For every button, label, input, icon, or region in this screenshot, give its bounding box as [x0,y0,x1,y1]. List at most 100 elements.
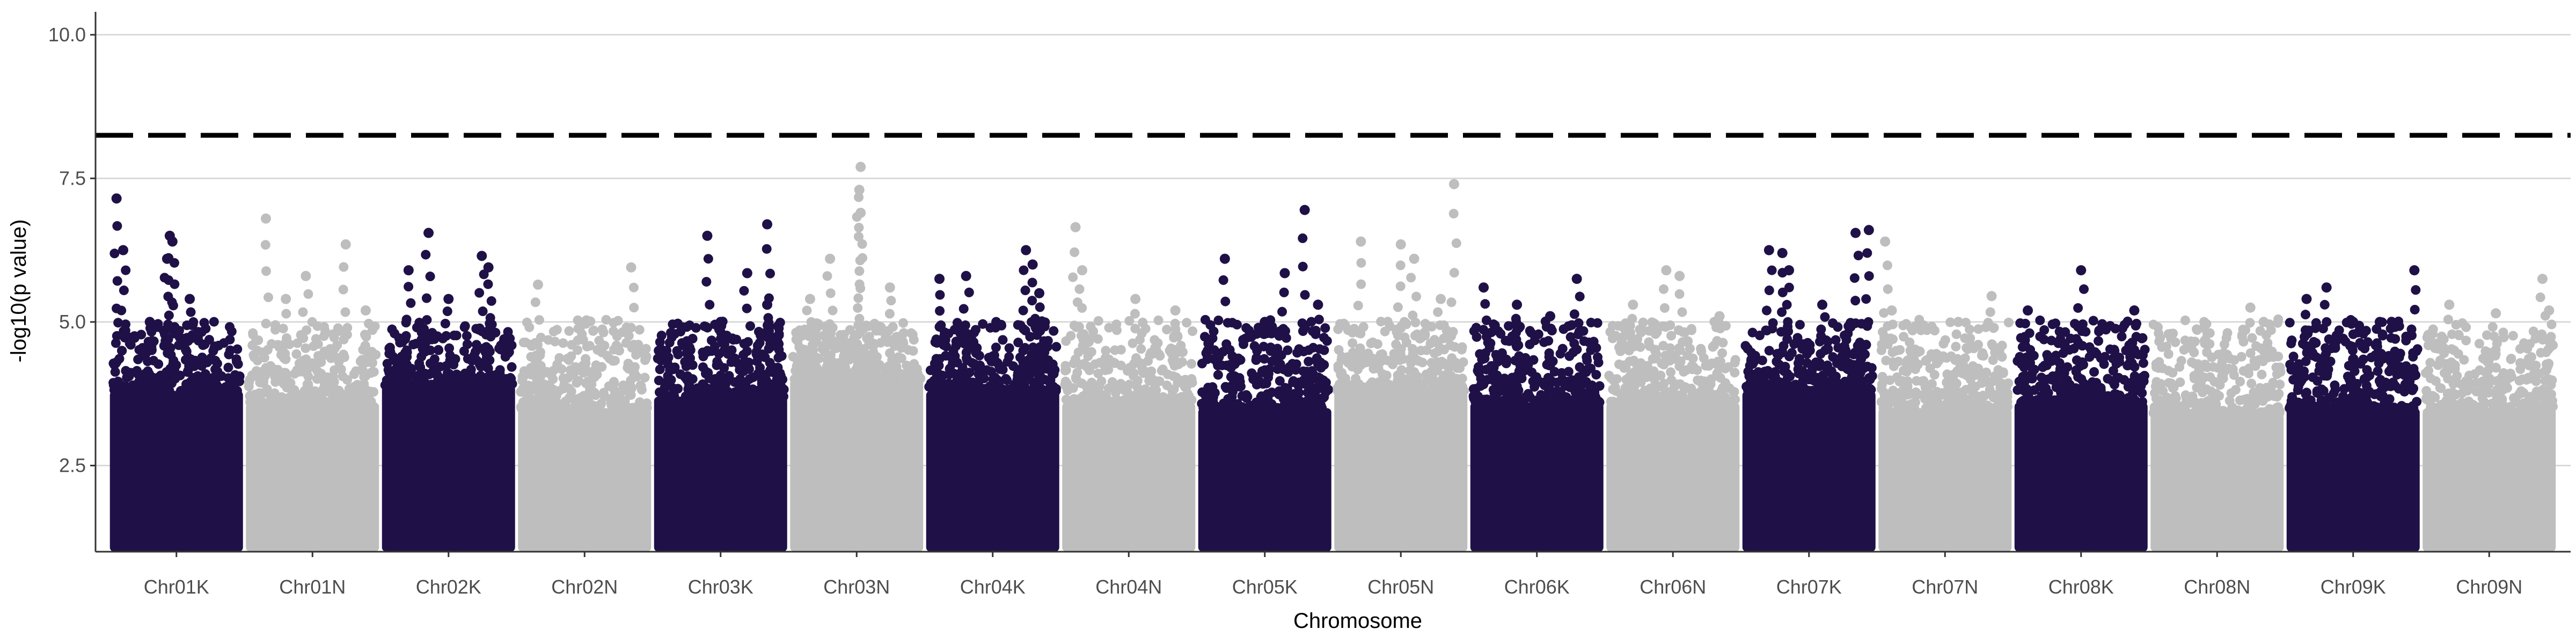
snp-point [1591,343,1601,353]
snp-point [1177,357,1187,367]
snp-point [2127,358,2137,368]
snp-point [485,355,495,365]
snp-point [1068,272,1078,282]
snp-point [281,309,291,319]
snp-point [908,330,918,340]
snp-point [292,338,303,348]
snp-point [1110,345,1120,355]
snp-point [765,365,775,376]
snp-point [1259,354,1269,364]
snp-point [641,352,652,362]
snp-point [2119,320,2129,330]
snp-point [1093,334,1103,344]
snp-point [388,352,398,362]
snp-point [442,306,452,317]
snp-point [1259,329,1269,339]
chromosome-points-Chr04K [924,245,1062,552]
snp-point [225,345,236,355]
snp-point [1909,403,1920,413]
snp-point [109,248,120,259]
snp-point [558,338,568,348]
snp-point [1978,351,1988,361]
snp-point [280,338,290,348]
snp-point [1439,320,1449,331]
snp-point [1729,387,1739,398]
snp-point [1095,357,1105,368]
snp-point [2163,406,2174,416]
snp-point [1798,339,1808,349]
snp-point [701,277,712,287]
snp-point [898,338,909,348]
snp-point [854,223,864,233]
snp-point [1767,265,1777,275]
snp-point [1203,383,1213,393]
snp-outlier-point [1817,299,1828,310]
snp-point [958,304,969,314]
snp-point [557,364,567,374]
snp-point [163,291,173,302]
snp-point [582,341,592,352]
snp-point [523,380,533,391]
snp-point [714,349,724,359]
snp-point [797,369,807,379]
snp-outlier-point [1628,299,1638,310]
snp-point [121,265,131,275]
snp-point [2222,328,2233,338]
snp-point [627,343,637,353]
snp-point [2163,349,2174,359]
snp-point [143,385,153,396]
snp-point [1297,318,1307,328]
snp-point [476,362,486,372]
snp-point [961,385,971,395]
snp-point [1449,268,1459,278]
snp-point [865,357,875,367]
snp-point [828,323,838,333]
snp-point [1470,390,1481,400]
snp-point [2411,285,2421,295]
snp-outlier-point [2409,265,2420,276]
snp-point [2226,388,2236,398]
snp-point [1101,346,1111,356]
snp-point [2237,330,2247,340]
snp-point [702,323,713,333]
snp-point [2058,378,2068,388]
snp-point [1076,331,1086,341]
snp-point [210,341,220,352]
snp-outlier-point [1714,311,1725,321]
snp-point [1304,356,1314,367]
snp-point [687,334,698,344]
snp-point [116,385,127,395]
snp-point [1340,374,1350,384]
snp-point [2025,358,2036,368]
snp-point [2272,392,2282,402]
snp-point [170,322,180,332]
snp-point [2163,365,2174,376]
snp-point [1353,301,1363,311]
snp-point [759,378,770,389]
snp-point [325,344,335,354]
snp-point [1086,321,1096,332]
snp-point [232,344,243,354]
snp-point [1395,385,1405,396]
snp-point [855,350,865,361]
snp-point [1853,363,1863,374]
snp-point [1182,318,1192,328]
snp-point [1110,358,1120,368]
snp-point [2131,332,2141,342]
snp-point [2380,401,2390,412]
snp-point [1898,320,1908,331]
snp-point [567,340,577,350]
snp-point [1988,355,1998,365]
snp-point [2095,386,2105,397]
snp-point [402,347,412,357]
snp-point [2290,400,2300,410]
snp-point [2180,315,2190,325]
snp-point [1889,361,1899,371]
snp-point [579,391,589,401]
snp-point [707,335,717,346]
snp-point [202,385,212,396]
snp-point [349,369,359,379]
snp-point [2151,362,2161,372]
snp-point [1496,375,1506,385]
snp-point [866,373,876,383]
